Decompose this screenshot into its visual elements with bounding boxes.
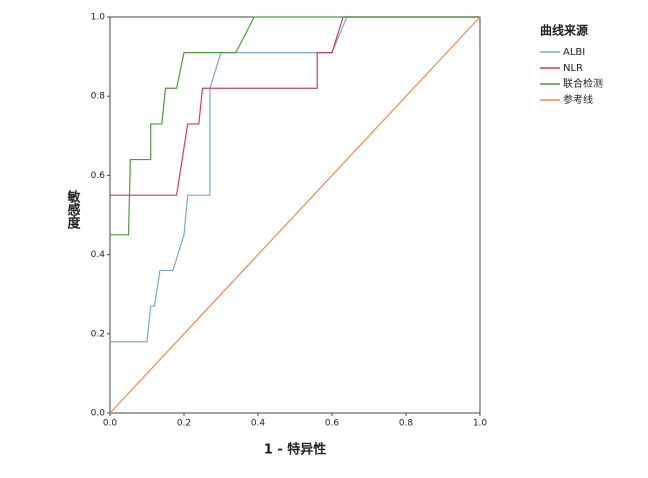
x-tick-label: 0.4 bbox=[251, 419, 266, 429]
y-tick-label: 0.8 bbox=[91, 92, 106, 102]
y-tick-label: 1.0 bbox=[91, 13, 106, 23]
x-axis-label: 1 - 特异性 bbox=[264, 442, 327, 458]
legend-label: ALBI bbox=[563, 47, 585, 58]
roc-line bbox=[110, 16, 480, 236]
y-tick-label: 0.6 bbox=[91, 171, 106, 181]
roc-line bbox=[110, 16, 480, 196]
legend-label: NLR bbox=[563, 63, 583, 74]
y-tick-label: 0.0 bbox=[91, 409, 106, 419]
roc-line bbox=[110, 16, 480, 343]
x-tick-label: 1.0 bbox=[473, 419, 488, 429]
x-tick-label: 0.6 bbox=[325, 419, 340, 429]
legend-label: 联合检测 bbox=[563, 77, 603, 90]
y-tick-label: 0.4 bbox=[91, 250, 106, 260]
y-axis-label: 敏感度 bbox=[65, 189, 82, 230]
legend-label: 参考线 bbox=[563, 93, 593, 106]
roc-line bbox=[109, 16, 481, 414]
x-tick-label: 0.2 bbox=[177, 419, 191, 429]
x-tick-label: 0.8 bbox=[399, 419, 414, 429]
legend-title: 曲线来源 bbox=[540, 23, 588, 38]
x-tick-label: 0.0 bbox=[103, 419, 118, 429]
y-tick-label: 0.2 bbox=[91, 329, 105, 339]
